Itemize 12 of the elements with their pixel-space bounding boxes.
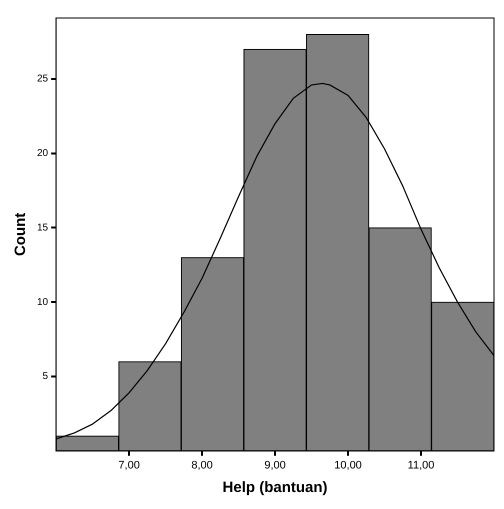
y-tick-label: 5	[42, 371, 49, 382]
y-tick-label: 25	[37, 74, 49, 85]
y-tick-label: 10	[37, 296, 49, 308]
x-tick-label: 8,00	[191, 459, 213, 472]
y-axis-title: Count	[12, 212, 30, 256]
x-tick-label: 10,00	[334, 459, 362, 472]
x-tick-label: 9,00	[264, 459, 286, 472]
y-tick-label: 15	[37, 222, 49, 234]
x-axis-title: Help (bantuan)	[222, 479, 328, 496]
x-tick-label: 7,00	[118, 459, 140, 472]
x-tick-label: 11,00	[408, 459, 434, 472]
y-tick-label: 20	[37, 148, 49, 160]
